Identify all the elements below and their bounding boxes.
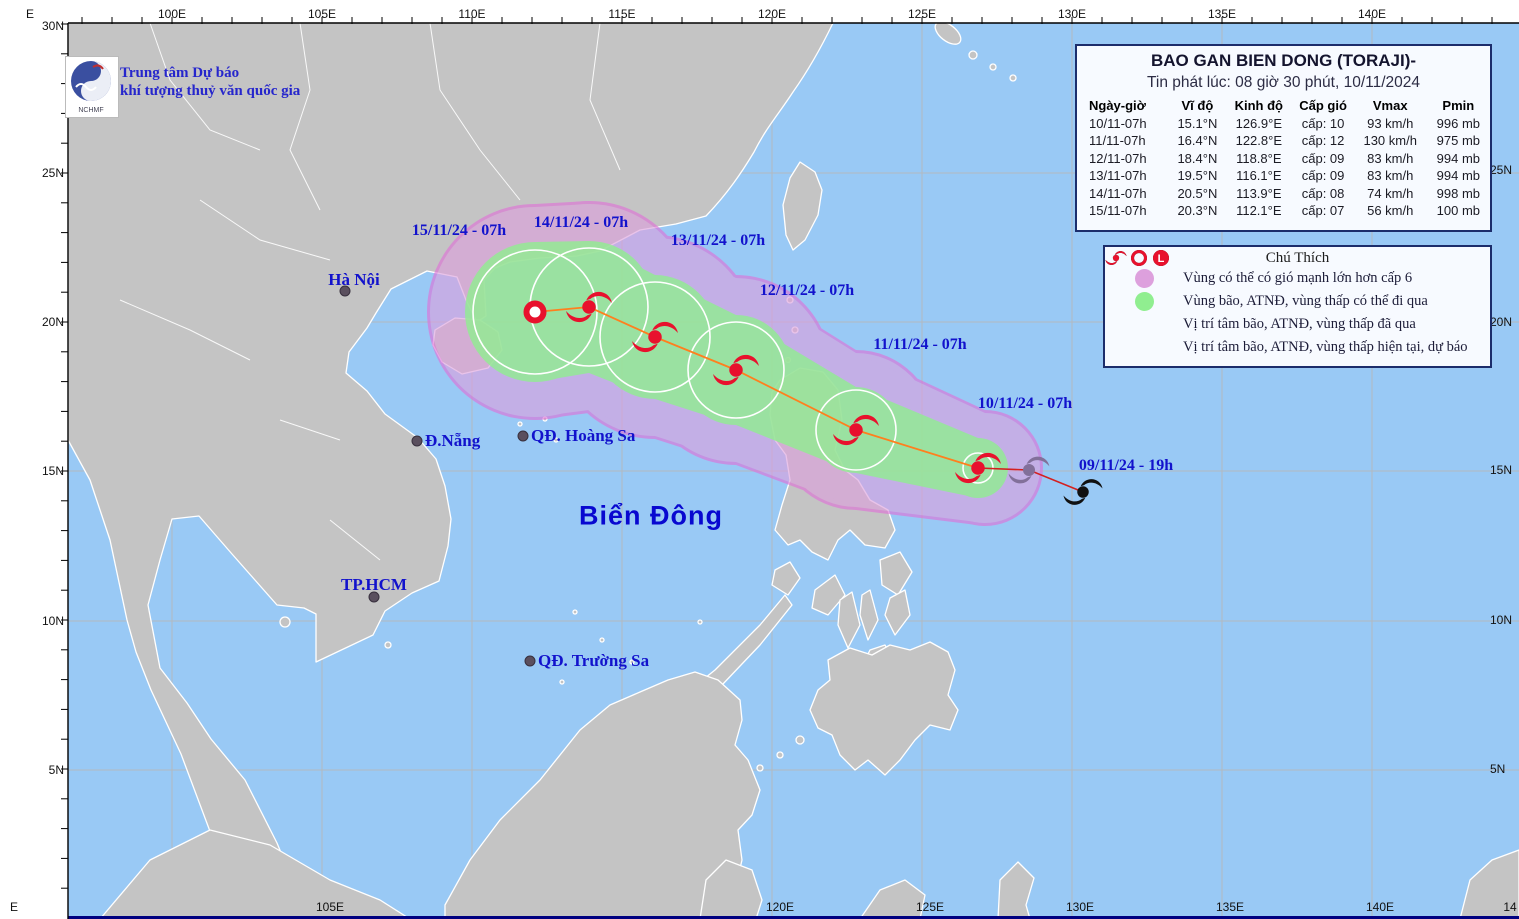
axis-label-left: 30N: [41, 19, 64, 33]
org-name-line2: khí tượng thuỷ văn quốc gia: [120, 83, 301, 99]
issue-time: Tin phát lúc: 08 giờ 30 phút, 10/11/2024: [1147, 74, 1420, 91]
storm-title: BAO GAN BIEN DONG (TORAJI)-: [1150, 51, 1417, 70]
track-time-label: 09/11/24 - 19h: [1078, 457, 1174, 474]
table-row: 10/11-07h 15.1°N 126.9°E cấp: 10 93 km/h…: [1089, 115, 1481, 131]
nchmf-logo: NCHMF: [65, 56, 119, 118]
violet-circle-icon: [1134, 269, 1154, 288]
table-row: 11/11-07h 16.4°N 122.8°E cấp: 12 130 km/…: [1089, 133, 1481, 148]
land-sumatra: [99, 829, 411, 919]
landmasses: [67, 21, 1519, 919]
axis-label-top: 135E: [1207, 7, 1237, 21]
nchmf-logo-icon: NCHMF: [71, 61, 111, 114]
storm-info-box: BAO GAN BIEN DONG (TORAJI)- Tin phát lúc…: [1075, 44, 1492, 232]
forecast-table-header: Ngày-giờ Vĩ độ Kinh độ Cấp gió Vmax Pmin: [1089, 98, 1475, 113]
low-symbol-forecast-15: [523, 300, 547, 324]
axis-label-left: 20N: [41, 315, 64, 329]
axis-label-bottom: 125E: [915, 900, 945, 914]
track-time-label: 11/11/24 - 07h: [873, 336, 967, 353]
legend-title: Chú Thích: [1265, 250, 1330, 266]
city-label-hanoi: Hà Nội: [328, 270, 380, 289]
island-dot-hoang-sa: [517, 430, 529, 442]
city-label-danang: Đ.Nẵng: [425, 431, 481, 450]
axis-label-top: 120E: [757, 7, 787, 21]
city-dot-danang: [411, 435, 423, 447]
axis-label-top: 110E: [458, 7, 486, 21]
track-time-label: 10/11/24 - 07h: [977, 395, 1073, 412]
land-taiwan: [782, 161, 823, 251]
axis-label-right: 20N: [1490, 315, 1513, 329]
axis-label-bottom: E: [9, 900, 19, 914]
axis-label-bottom: 135E: [1215, 900, 1245, 914]
axis-label-left: 5N: [48, 763, 64, 777]
admin-boundaries: [119, 22, 621, 561]
island-label-truong-sa: QĐ. Trường Sa: [538, 651, 650, 670]
axis-label-right: 25N: [1490, 163, 1513, 177]
table-row: 12/11-07h 18.4°N 118.8°E cấp: 09 83 km/h…: [1089, 150, 1481, 166]
axis-label-right: 10N: [1490, 613, 1513, 627]
legend-item-wind-area: Vùng có thể có gió mạnh lớn hơn cấp 6: [1105, 267, 1490, 290]
city-dot-tphcm: [368, 591, 380, 603]
sea-name-label: Biển Đông: [579, 500, 723, 531]
axis-label-bottom: 105E: [315, 900, 345, 914]
track-time-label: 15/11/24 - 07h: [411, 222, 507, 239]
axis-label-left: 25N: [41, 166, 64, 180]
bottom-bar: [68, 916, 1519, 919]
axis-label-top: 115E: [608, 7, 636, 21]
axis-label-right: 5N: [1490, 762, 1506, 776]
city-dot-hanoi: [339, 285, 351, 297]
track-time-label: 13/11/24 - 07h: [670, 232, 766, 249]
forecast-table: Ngày-giờ Vĩ độ Kinh độ Cấp gió Vmax Pmin…: [1077, 97, 1490, 220]
axis-label-top: 140E: [1357, 7, 1387, 21]
green-circle-icon: [1134, 292, 1154, 311]
org-name-line1: Trung tâm Dự báo: [120, 65, 240, 81]
legend-box: Chú Thích Vùng có thể có gió mạnh lớn hơ…: [1103, 245, 1492, 368]
table-row: 15/11-07h 20.3°N 112.1°E cấp: 07 56 km/h…: [1089, 203, 1481, 218]
axis-label-bottom: 14: [1503, 900, 1517, 914]
table-row: 14/11-07h 20.5°N 113.9°E cấp: 08 74 km/h…: [1089, 185, 1481, 201]
table-row: 13/11-07h 19.5°N 116.1°E cấp: 09 83 km/h…: [1089, 168, 1481, 183]
island-dot-truong-sa: [524, 655, 536, 667]
axis-label-top: E: [25, 7, 35, 21]
track-line-forecast: [534, 306, 979, 469]
axis-label-left: 15N: [41, 464, 64, 478]
axis-label-top: 105E: [307, 7, 337, 21]
track-time-label: 12/11/24 - 07h: [759, 282, 855, 299]
axis-label-top: 100E: [157, 7, 187, 21]
axis-label-bottom: 130E: [1065, 900, 1095, 914]
city-label-tphcm: TP.HCM: [341, 575, 407, 594]
legend-item-pass-area: Vùng bão, ATNĐ, vùng thấp có thể đi qua: [1105, 290, 1490, 313]
current-position-icons: L: [1105, 250, 1169, 266]
svg-text:NCHMF: NCHMF: [78, 107, 103, 114]
axis-label-left: 10N: [41, 614, 64, 628]
axis-label-bottom: 140E: [1365, 900, 1395, 914]
track-time-label: 14/11/24 - 07h: [533, 214, 629, 231]
land-mindanao: [809, 641, 959, 776]
axis-label-top: 125E: [907, 7, 937, 21]
axis-label-top: 130E: [1057, 7, 1087, 21]
svg-text:L: L: [1158, 253, 1165, 265]
axis-label-right: 15N: [1490, 463, 1513, 477]
legend-item-current-position: L Vị trí tâm bão, ATNĐ, vùng thấp hiện t…: [1105, 250, 1490, 359]
axis-ticks: [61, 17, 1493, 889]
axis-label-bottom: 120E: [765, 900, 795, 914]
top-margin: [0, 0, 1519, 23]
legend-item-past-position: L Vị trí tâm bão, ATNĐ, vùng thấp đã qua: [1105, 250, 1490, 336]
island-label-hoang-sa: QĐ. Hoàng Sa: [531, 426, 636, 445]
org-name: Trung tâm Dự báo khí tượng thuỷ văn quốc…: [120, 64, 300, 100]
left-margin: [0, 0, 68, 919]
